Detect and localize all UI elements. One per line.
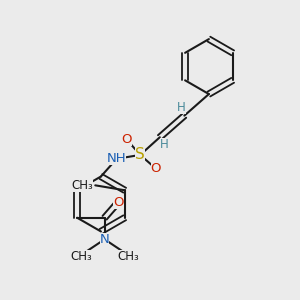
Text: H: H bbox=[177, 101, 185, 114]
Text: O: O bbox=[121, 133, 132, 146]
Text: H: H bbox=[160, 138, 168, 151]
Text: CH₃: CH₃ bbox=[72, 179, 93, 192]
Text: S: S bbox=[135, 147, 145, 162]
Text: CH₃: CH₃ bbox=[117, 250, 139, 263]
Text: CH₃: CH₃ bbox=[70, 250, 92, 263]
Text: O: O bbox=[151, 162, 161, 175]
Text: O: O bbox=[113, 196, 124, 208]
Text: N: N bbox=[100, 233, 110, 246]
Text: NH: NH bbox=[107, 152, 126, 165]
